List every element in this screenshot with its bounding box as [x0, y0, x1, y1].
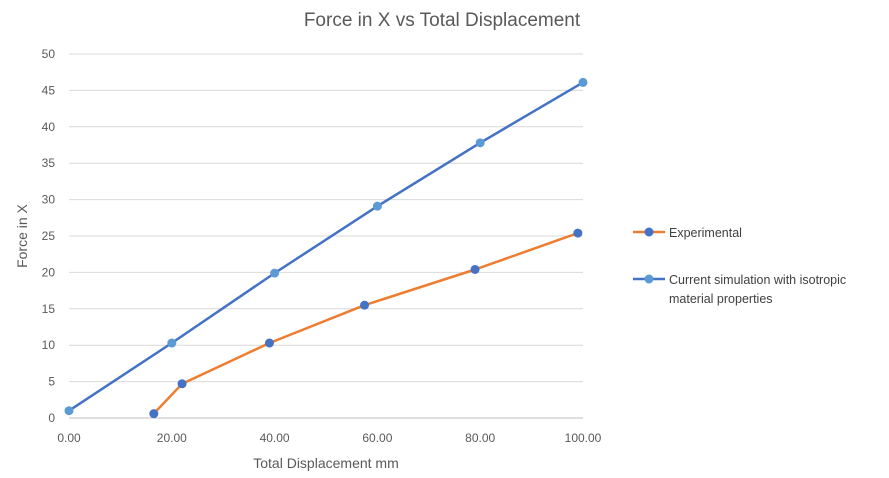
y-tick-label: 40 — [42, 120, 56, 134]
axes: 0 5 10 15 20 25 30 35 40 45 50 0.00 20.00 40.00 60.00 8… — [42, 47, 602, 445]
series-1 — [64, 77, 588, 416]
y-tick-label: 20 — [42, 265, 56, 279]
x-tick-label: 0.00 — [57, 431, 81, 445]
data-point — [64, 406, 74, 416]
data-point — [578, 77, 588, 87]
data-point — [264, 338, 274, 348]
data-point — [573, 228, 583, 238]
y-tick-label: 50 — [42, 47, 56, 61]
x-axis-label: Total Displacement mm — [253, 455, 399, 471]
data-point — [372, 201, 382, 211]
legend-marker — [644, 274, 654, 284]
series-line — [67, 81, 585, 412]
y-tick-label: 10 — [42, 338, 56, 352]
legend: Experimental Current simulation with isot… — [633, 226, 846, 306]
data-point — [470, 264, 480, 274]
legend-item-1: Current simulation with isotropic materia… — [633, 273, 846, 306]
chart-title: Force in X vs Total Displacement — [304, 10, 581, 31]
y-tick-label: 15 — [42, 302, 56, 316]
data-point — [177, 379, 187, 389]
x-tick-label: 80.00 — [465, 431, 495, 445]
data-point — [149, 409, 159, 419]
data-point — [360, 300, 370, 310]
legend-label: Experimental — [669, 226, 742, 240]
y-tick-label: 45 — [42, 83, 56, 97]
gridlines — [69, 53, 583, 383]
data-point — [167, 338, 177, 348]
legend-marker — [644, 227, 654, 237]
y-tick-label: 0 — [48, 411, 55, 425]
legend-item-0: Experimental — [633, 226, 742, 240]
y-axis-label: Force in X — [14, 203, 30, 267]
series-layer — [64, 77, 588, 419]
data-point — [270, 268, 280, 278]
series-0 — [149, 228, 583, 419]
legend-label: Current simulation with isotropic materia… — [669, 273, 846, 306]
y-tick-label: 35 — [42, 156, 56, 170]
x-tick-label: 20.00 — [157, 431, 187, 445]
series-line — [152, 231, 580, 415]
y-tick-label: 30 — [42, 193, 56, 207]
x-tick-label: 60.00 — [362, 431, 392, 445]
data-point — [475, 138, 485, 148]
y-tick-label: 5 — [48, 375, 55, 389]
x-tick-label: 100.00 — [565, 431, 602, 445]
y-tick-label: 25 — [42, 229, 56, 243]
x-tick-label: 40.00 — [260, 431, 290, 445]
